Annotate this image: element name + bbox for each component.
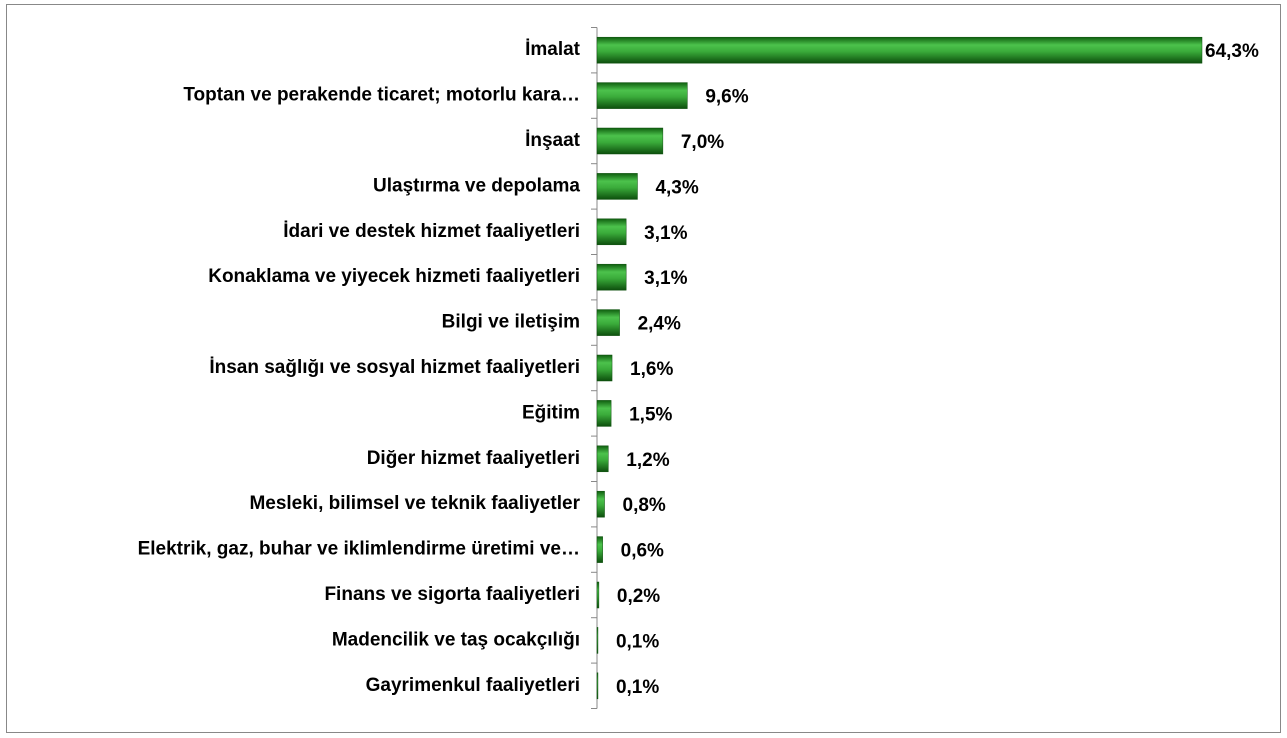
category-label: Mesleki, bilimsel ve teknik faaliyetler [249,493,580,514]
category-label: İmalat [525,39,581,60]
value-label: 1,2% [626,450,669,471]
bar [596,309,620,336]
value-label: 0,6% [621,541,664,562]
bar [596,173,638,200]
value-label: 9,6% [705,87,748,108]
value-label: 1,6% [630,359,673,380]
value-label: 7,0% [681,132,724,153]
category-label: Elektrik, gaz, buhar ve iklimlendirme ür… [138,539,580,560]
bar [596,400,612,427]
category-label: Konaklama ve yiyecek hizmeti faaliyetler… [208,266,580,287]
bar [596,445,609,473]
category-label: İnşaat [525,130,581,151]
category-label: Gayrimenkul faaliyetleri [366,675,580,696]
value-label: 64,3% [1205,41,1259,62]
category-label: Toptan ve perakende ticaret; motorlu kar… [183,85,580,106]
value-label: 0,8% [623,495,666,516]
value-label: 1,5% [629,404,672,425]
bar [596,263,627,291]
value-label: 0,2% [617,586,660,607]
bar [596,490,605,518]
bar [596,627,599,654]
category-label: Bilgi ve iletişim [442,312,580,333]
bar [596,82,688,109]
category-label: Madencilik ve taş ocakçılığı [332,629,580,650]
value-label: 3,1% [644,223,687,244]
category-label: İdari ve destek hizmet faaliyetleri [283,221,580,242]
chart-frame [6,4,1281,733]
category-label: Ulaştırma ve depolama [373,175,580,196]
bar [596,581,600,609]
value-label: 0,1% [616,631,659,652]
bar [596,672,599,700]
bar [596,218,627,246]
category-label: Finans ve sigorta faaliyetleri [324,584,580,605]
category-label: Diğer hizmet faaliyetleri [367,448,580,469]
bar [596,536,603,563]
value-label: 3,1% [644,268,687,289]
category-label: Eğitim [522,402,580,423]
bar [596,36,1203,64]
value-label: 4,3% [655,177,698,198]
value-label: 0,1% [616,677,659,698]
value-label: 2,4% [638,314,681,335]
bar [596,127,664,155]
category-label: İnsan sağlığı ve sosyal hizmet faaliyetl… [209,357,580,378]
bar [596,354,613,382]
